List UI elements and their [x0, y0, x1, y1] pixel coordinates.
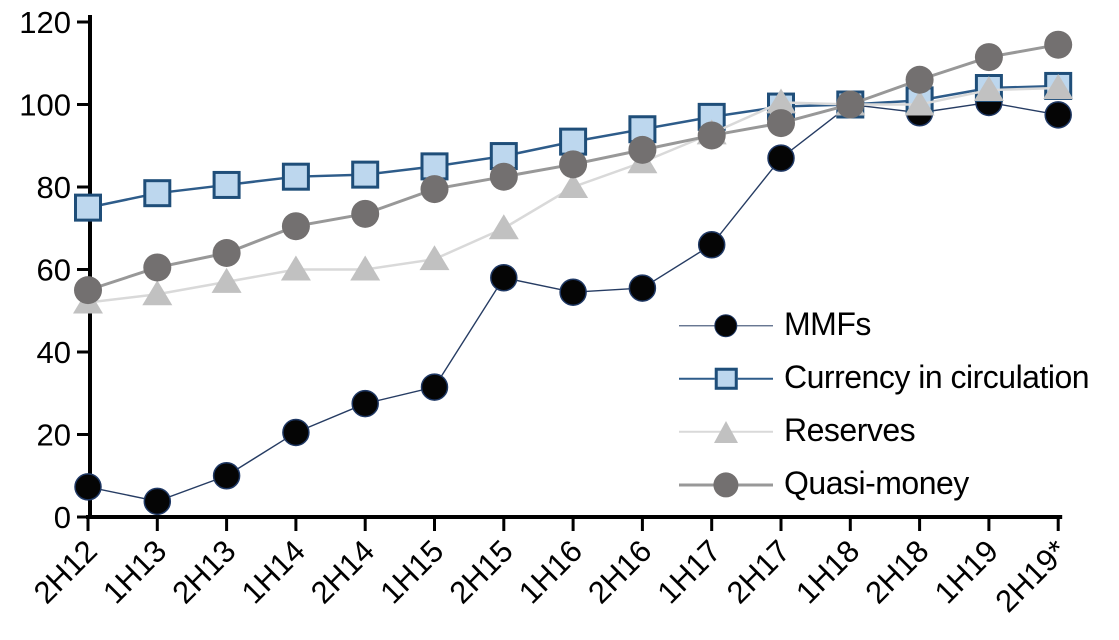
- marker-reserves: [973, 76, 1004, 102]
- chart-legend: MMFs Currency in circulation Reserves Qu…: [679, 299, 1090, 511]
- legend-marker-circle-icon: [679, 309, 773, 343]
- marker-quasi-money: [281, 212, 310, 241]
- x-tick-label: 1H13: [96, 533, 173, 610]
- x-tick-label: 2H19*: [988, 533, 1074, 619]
- legend-label-quasi-money: Quasi-money: [784, 464, 969, 501]
- marker-currency-in-circulation: [281, 162, 310, 191]
- marker-mmfs: [1044, 101, 1072, 129]
- marker-mmfs: [212, 462, 241, 490]
- marker-quasi-money: [351, 199, 380, 228]
- marker-mmfs: [351, 389, 379, 418]
- x-tick-label: 1H16: [512, 533, 589, 610]
- x-tick-label: 2H16: [581, 533, 658, 610]
- y-tick-label: 100: [19, 88, 71, 123]
- marker-reserves: [766, 88, 796, 114]
- marker-quasi-money: [489, 162, 518, 191]
- x-tick-label: 1H15: [373, 533, 450, 610]
- marker-mmfs: [282, 418, 310, 447]
- marker-quasi-money: [905, 65, 934, 94]
- x-tick-label: 2H14: [304, 533, 381, 610]
- marker-reserves: [419, 245, 450, 271]
- marker-quasi-money: [836, 90, 865, 119]
- marker-quasi-money: [974, 43, 1003, 72]
- y-tick-label: 0: [54, 500, 71, 535]
- marker-currency-in-circulation: [143, 179, 172, 208]
- x-tick-label: 2H12: [27, 533, 104, 610]
- marker-quasi-money: [74, 276, 102, 305]
- marker-mmfs: [74, 473, 102, 501]
- x-tick-label: 2H18: [858, 533, 935, 610]
- y-tick-label: 80: [37, 170, 71, 205]
- y-tick-label: 40: [37, 335, 71, 370]
- marker-reserves: [904, 90, 935, 116]
- marker-mmfs: [697, 231, 726, 259]
- marker-quasi-money: [628, 135, 657, 164]
- marker-reserves: [1043, 74, 1074, 99]
- marker-mmfs: [420, 373, 449, 401]
- marker-mmfs: [767, 144, 795, 172]
- y-tick-label: 60: [37, 253, 71, 288]
- legend-label-mmfs: MMFs: [784, 305, 871, 342]
- x-tick-label: 1H14: [235, 533, 312, 610]
- marker-mmfs: [143, 487, 172, 516]
- marker-quasi-money: [559, 150, 588, 179]
- x-tick-label: 2H15: [443, 533, 520, 610]
- x-tick-label: 2H13: [165, 533, 242, 610]
- marker-mmfs: [490, 264, 518, 292]
- marker-reserves: [350, 255, 381, 281]
- legend-marker-triangle-icon: [679, 415, 773, 449]
- marker-reserves: [488, 214, 519, 240]
- legend-item-quasi-money: Quasi-money: [679, 458, 1089, 511]
- legend-marker-square-icon: [679, 362, 773, 396]
- y-tick-label: 120: [19, 5, 71, 40]
- marker-quasi-money: [767, 109, 795, 138]
- marker-currency-in-circulation: [212, 170, 241, 199]
- marker-currency-in-circulation: [74, 193, 102, 222]
- x-tick-label: 2H17: [720, 533, 797, 610]
- legend-label-currency-in-circulation: Currency in circulation: [784, 358, 1090, 395]
- marker-quasi-money: [212, 239, 241, 267]
- marker-mmfs: [628, 274, 657, 302]
- legend-label-reserves: Reserves: [784, 411, 916, 448]
- marker-currency-in-circulation: [489, 142, 518, 171]
- legend-marker-circle-icon: [679, 468, 773, 502]
- marker-reserves: [280, 255, 311, 281]
- legend-item-currency-in-circulation: Currency in circulation: [679, 352, 1090, 405]
- legend-item-mmfs: MMFs: [679, 299, 1089, 352]
- x-tick-label: 1H17: [650, 533, 727, 610]
- marker-reserves: [558, 173, 589, 198]
- y-tick-label: 20: [37, 418, 71, 453]
- marker-quasi-money: [697, 121, 726, 150]
- marker-mmfs: [559, 278, 587, 306]
- marker-reserves: [142, 280, 173, 306]
- marker-quasi-money: [420, 175, 449, 204]
- legend-item-reserves: Reserves: [679, 405, 1089, 458]
- marker-currency-in-circulation: [351, 160, 380, 189]
- marker-quasi-money: [143, 253, 172, 282]
- marker-quasi-money: [1044, 30, 1073, 59]
- x-tick-label: 1H18: [789, 533, 866, 610]
- marker-reserves: [211, 267, 242, 293]
